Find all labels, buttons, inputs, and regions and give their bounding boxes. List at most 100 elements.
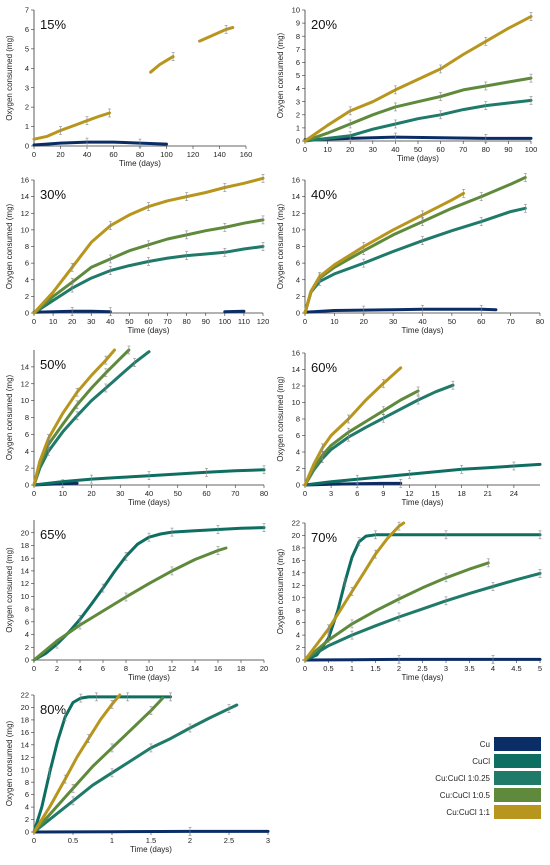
y-tick-label: 2 [25,464,29,473]
x-tick-label: 60 [436,145,444,154]
x-tick-label: 20 [360,317,368,326]
x-axis-label: Time (days) [402,673,444,682]
x-tick-label: 0 [32,489,36,498]
x-tick-label: 6 [101,664,105,673]
y-axis-label: Oxygen consumed (mg) [5,35,14,121]
x-tick-label: 80 [136,150,144,159]
x-tick-label: 80 [482,145,490,154]
y-tick-label: 6 [25,790,29,799]
x-tick-label: 50 [448,317,456,326]
y-tick-label: 6 [296,259,300,268]
series-line-cu-cucl-1-0-5 [303,176,527,315]
y-tick-label: 5 [296,71,300,80]
x-tick-label: 3.5 [464,664,474,673]
x-tick-label: 24 [510,489,518,498]
y-tick-label: 14 [292,365,300,374]
x-tick-label: 20 [260,664,268,673]
x-tick-label: 80 [182,317,190,326]
series-line-cu-cucl-1-1 [32,111,111,141]
y-tick-label: 4 [25,64,29,73]
y-tick-label: 2 [25,103,29,112]
y-tick-label: 2 [25,292,29,301]
y-tick-label: 18 [21,716,29,725]
x-tick-label: 10 [145,664,153,673]
y-tick-label: 6 [25,259,29,268]
x-tick-label: 3 [444,664,448,673]
x-tick-label: 18 [457,489,465,498]
x-tick-label: 0 [32,836,36,845]
y-tick-label: 12 [292,209,300,218]
y-tick-label: 4 [296,448,300,457]
x-tick-label: 4 [491,664,495,673]
series-line-cu-cucl-1-1 [149,55,175,74]
x-tick-label: 20 [68,317,76,326]
y-tick-label: 1 [296,124,300,133]
series-line-cu-cucl-1-0-25 [303,98,533,143]
panel-0: 0 1 2 3 4 5 6 7 0 20 40 60 80 100 120 140 160 Time (days)… [5,6,252,168]
y-tick-label: 10 [292,398,300,407]
x-tick-label: 0 [303,489,307,498]
y-tick-label: 8 [25,242,29,251]
series-line-cu [303,657,542,662]
y-axis-label: Oxygen consumed (mg) [276,203,285,289]
y-tick-label: 8 [296,606,300,615]
y-tick-label: 0 [296,481,300,490]
y-tick-label: 10 [21,765,29,774]
series-line-cu [32,140,168,147]
y-tick-label: 10 [21,225,29,234]
panel-7: 0 2 4 6 8 10 12 14 16 18 20 22 0 0.5 1 1.5 2 2.5 3 3.5 4 4.5 5… [276,519,542,682]
y-tick-label: 2 [296,292,300,301]
y-axis-label: Oxygen consumed (mg) [5,374,14,460]
y-tick-label: 22 [21,691,29,700]
x-tick-label: 140 [213,150,226,159]
series-line-cu-cucl-1-1 [303,191,466,315]
x-tick-label: 4.5 [511,664,521,673]
series-line-cu [303,307,498,314]
series-line-cu-cucl-1-0-25 [32,245,265,315]
y-tick-label: 4 [296,275,300,284]
y-tick-label: 10 [292,225,300,234]
x-tick-label: 40 [418,317,426,326]
x-tick-label: 12 [405,489,413,498]
y-tick-label: 18 [292,544,300,553]
y-tick-label: 14 [21,740,29,749]
y-tick-label: 7 [296,45,300,54]
y-tick-label: 18 [21,541,29,550]
panel-3: 0 2 4 6 8 10 12 14 16 0 10 20 30 40 50 60 70 80 Time (days… [276,173,544,335]
y-tick-label: 8 [296,415,300,424]
y-tick-label: 10 [292,593,300,602]
y-tick-label: 5 [25,44,29,53]
x-tick-label: 70 [506,317,514,326]
x-tick-label: 100 [160,150,173,159]
y-tick-label: 16 [21,728,29,737]
legend-swatch [494,788,541,802]
panel-title: 65% [40,527,66,542]
y-tick-label: 4 [296,631,300,640]
x-axis-label: Time (days) [128,326,170,335]
x-tick-label: 40 [106,317,114,326]
y-tick-label: 3 [296,97,300,106]
x-tick-label: 60 [144,317,152,326]
x-tick-label: 70 [459,145,467,154]
x-tick-label: 0 [32,150,36,159]
x-tick-label: 90 [202,317,210,326]
x-tick-label: 1 [110,836,114,845]
y-tick-label: 12 [21,753,29,762]
x-tick-label: 18 [237,664,245,673]
y-tick-label: 6 [25,430,29,439]
y-tick-label: 16 [292,349,300,358]
x-tick-label: 2 [397,664,401,673]
x-tick-label: 12 [168,664,176,673]
x-tick-label: 60 [109,150,117,159]
y-tick-label: 0 [25,656,29,665]
x-tick-label: 70 [231,489,239,498]
series-line-cu-cucl-1-0-25 [32,350,151,487]
y-tick-label: 16 [292,176,300,185]
x-axis-label: Time (days) [402,498,444,507]
x-tick-label: 1.5 [370,664,380,673]
x-tick-label: 15 [431,489,439,498]
x-tick-label: 1.5 [146,836,156,845]
y-tick-label: 20 [21,703,29,712]
y-tick-label: 0 [25,828,29,837]
